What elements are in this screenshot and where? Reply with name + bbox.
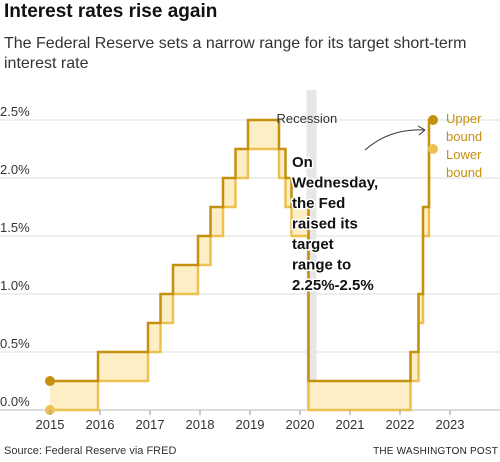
annotation-line-0: On [292,154,313,171]
line-layer [45,115,438,415]
annotation-line-5: range to [292,257,351,274]
legend-lower-line-0: Lower [446,147,482,162]
annotation-line-6: 2.25%-2.5% [292,277,374,294]
x-tick-label-8: 2023 [436,417,465,432]
y-tick-label-5: 2.5% [0,104,30,119]
grid-layer [0,119,500,411]
x-tick-label-4: 2019 [236,417,265,432]
chart-title: Interest rates rise again [4,1,218,22]
annotation-line-3: raised its [292,216,358,233]
point-upper-start [45,376,55,386]
x-tick-label-3: 2018 [186,417,215,432]
x-tick-label-2: 2017 [136,417,165,432]
y-tick-label-4: 2.0% [0,162,30,177]
legend-lower-line-1: bound [446,165,482,180]
annotation-line-4: target [292,236,334,253]
x-tick-label-6: 2021 [336,417,365,432]
y-tick-label-3: 1.5% [0,220,30,235]
y-tick-label-0: 0.0% [0,394,30,409]
legend-upper-line-0: Upper [446,111,482,126]
publisher-credit: THE WASHINGTON POST [373,446,498,457]
x-tick-label-7: 2022 [386,417,415,432]
recession-label: Recession [277,111,338,126]
chart-subtitle: The Federal Reserve sets a narrow range … [4,35,467,72]
y-tick-label-2: 1.0% [0,278,30,293]
annotation-line-1: Wednesday, [292,175,378,192]
source-note: Source: Federal Reserve via FRED [4,445,177,457]
point-upper-end [428,115,438,125]
range-band-fill [50,120,430,410]
legend-upper-line-1: bound [446,129,482,144]
annotation-arrowhead [417,125,426,136]
band-layer [50,120,430,410]
annotation-line-2: the Fed [292,195,345,212]
series-line-upper [50,118,431,383]
point-lower-end [428,144,438,154]
x-tick-label-0: 2015 [36,417,65,432]
axis-layer: 0.0% 0.5% 1.0% 1.5% 2.0% 2.5% 2015 2016 2017 2018… [0,104,464,432]
annotation-layer: Recession On Wednesday, the Fed raised its ta… [277,111,426,296]
x-tick-label-5: 2020 [286,417,315,432]
legend-layer: Upper bound Lower bound [446,111,482,180]
recession-band [306,90,317,410]
recession-layer [306,90,317,410]
annotation-arrow [364,129,426,151]
series-line-lower [50,147,431,412]
y-tick-label-1: 0.5% [0,336,30,351]
x-tick-label-1: 2016 [86,417,115,432]
